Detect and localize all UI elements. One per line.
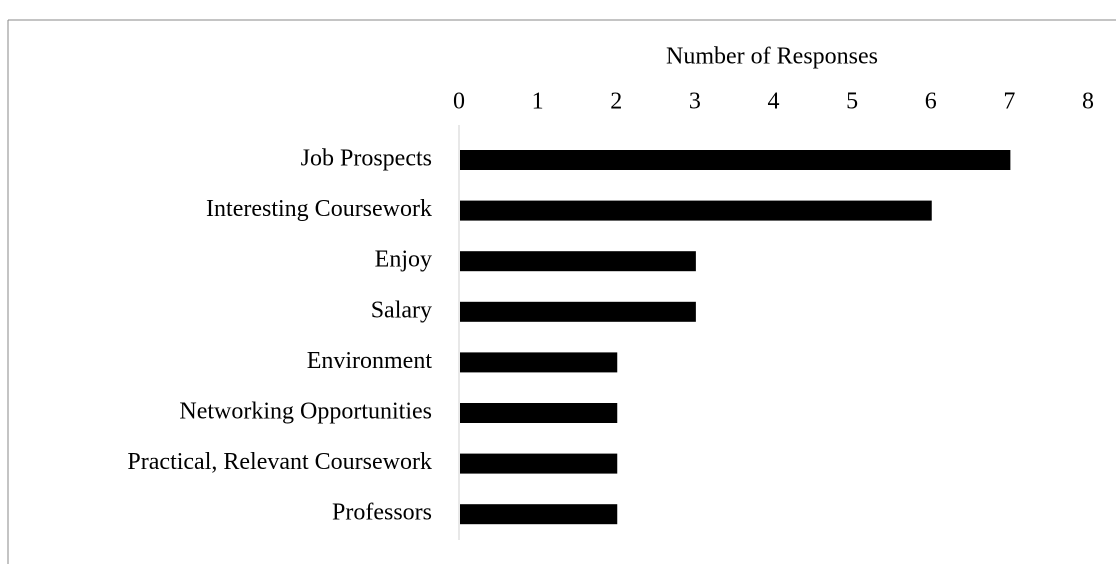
bar [460, 200, 932, 221]
bar [460, 301, 696, 322]
x-tick-label: 2 [610, 89, 622, 115]
x-tick-label: 0 [453, 89, 465, 115]
bar [460, 403, 618, 423]
bar [460, 150, 1011, 170]
bar [460, 352, 618, 373]
y-tick-label: Enjoy [375, 247, 432, 273]
axis-title: Number of Responses [666, 44, 878, 70]
bar [460, 453, 618, 474]
x-tick-label: 4 [768, 89, 780, 115]
x-tick-label: 5 [846, 89, 858, 115]
y-tick-label: Environment [307, 348, 433, 374]
x-tick-label: 3 [689, 89, 701, 115]
y-tick-label: Networking Opportunities [179, 399, 432, 425]
x-tick-label: 1 [532, 89, 544, 115]
x-tick-label: 8 [1082, 89, 1094, 115]
y-tick-label: Professors [332, 500, 432, 526]
y-tick-label: Salary [371, 297, 432, 323]
y-tick-label: Job Prospects [301, 146, 432, 172]
y-tick-label: Practical, Relevant Coursework [127, 449, 432, 475]
y-tick-label: Interesting Coursework [206, 196, 432, 222]
x-tick-label: 7 [1003, 89, 1015, 115]
bar [460, 504, 618, 525]
x-tick-label: 6 [925, 89, 937, 115]
bar [460, 251, 696, 272]
